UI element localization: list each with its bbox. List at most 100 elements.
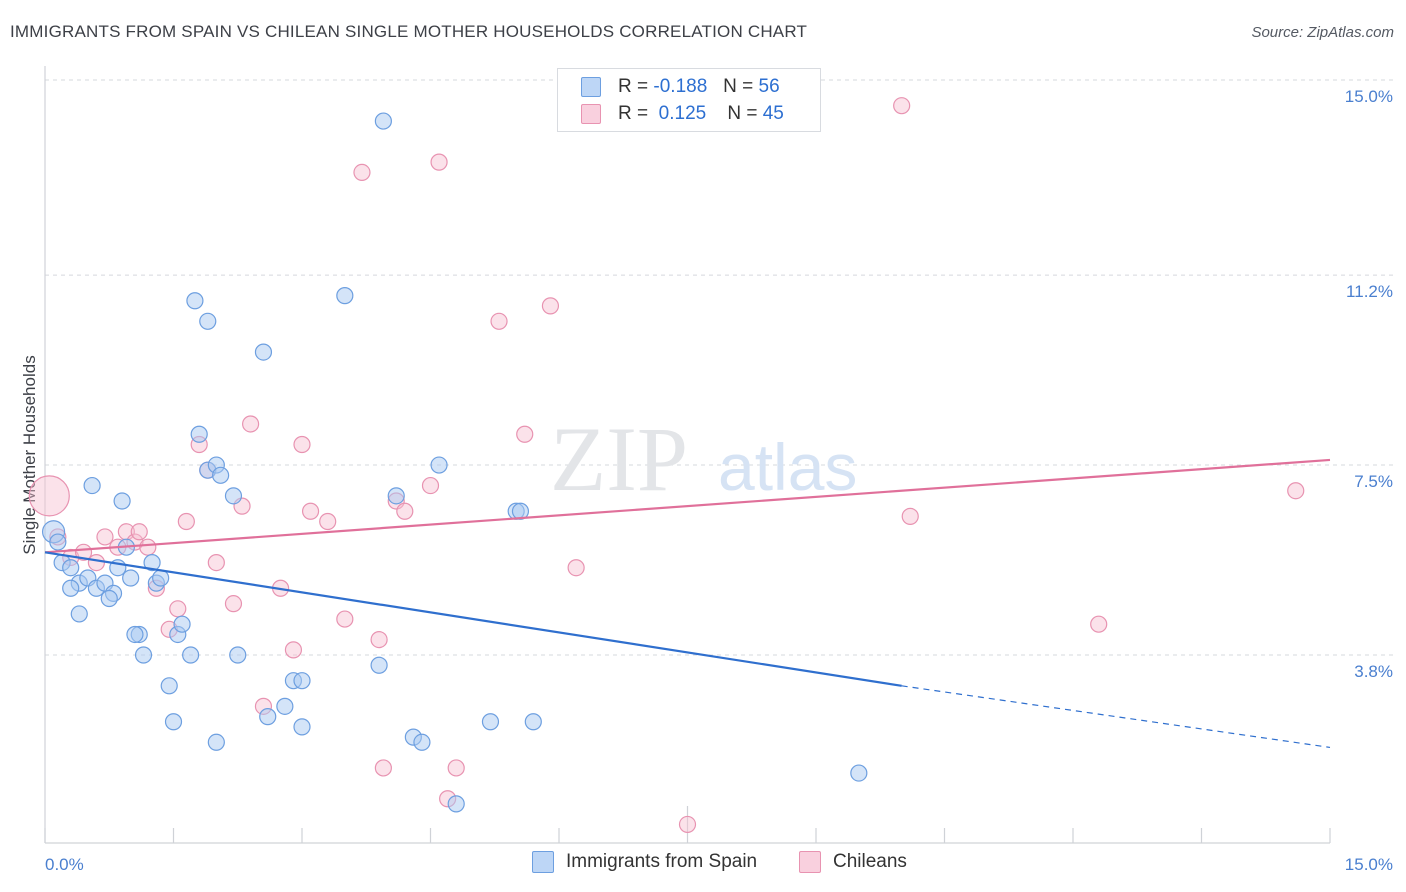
spain-point — [173, 615, 191, 633]
chileans-point — [1287, 482, 1305, 500]
x-tick-label: 0.0% — [45, 855, 84, 874]
chileans-point — [319, 512, 337, 531]
legend-row-spain: R = -0.188 N = 56 — [581, 74, 780, 100]
grid-lines — [45, 79, 1395, 656]
bottom-legend-swatch-pink — [799, 851, 821, 873]
spain-point — [374, 112, 392, 130]
spain-point — [430, 456, 448, 474]
chileans-point — [177, 512, 195, 531]
chileans-point — [396, 502, 414, 520]
legend-swatch-blue — [581, 77, 601, 97]
bottom-legend-chileans: Chileans — [799, 851, 907, 873]
chileans-point — [96, 528, 114, 546]
chileans-point — [421, 476, 440, 495]
spain-point — [126, 625, 144, 644]
chileans-point — [541, 297, 560, 315]
chileans-point — [901, 507, 919, 525]
chileans-point — [28, 475, 70, 517]
spain-point — [49, 533, 67, 551]
spain-point — [224, 487, 243, 505]
legend-r-label: R = — [618, 103, 649, 124]
spain-point — [447, 795, 465, 813]
legend-n-label: N = — [727, 103, 758, 124]
legend-n-value: 56 — [758, 76, 780, 97]
spain-point — [293, 718, 311, 736]
spain-point — [62, 559, 80, 577]
spain-point — [481, 713, 500, 731]
spain-point — [83, 476, 101, 495]
spain-point — [850, 764, 868, 782]
watermark-atlas: atlas — [718, 430, 857, 504]
axes — [44, 66, 1331, 844]
spain-point — [207, 733, 225, 751]
spain-point — [293, 672, 311, 690]
legend-n-value: 45 — [762, 103, 784, 124]
chileans-point — [87, 553, 106, 572]
chileans-point — [242, 415, 260, 433]
chileans-point — [678, 815, 697, 834]
spain-point — [182, 646, 200, 664]
chileans-point — [430, 153, 448, 171]
y-tick-label: 3.8% — [1354, 662, 1393, 681]
bottom-legend-label-spain: Immigrants from Spain — [566, 851, 758, 872]
chileans-point — [224, 595, 243, 613]
spain-point — [413, 733, 431, 751]
spain-point — [387, 487, 405, 505]
spain-point — [524, 713, 542, 731]
bottom-legend-swatch-blue — [532, 851, 554, 873]
chileans-point — [130, 523, 148, 541]
spain-point — [370, 656, 388, 674]
y-tick-label: 7.5% — [1354, 472, 1393, 491]
legend-r-value: 0.125 — [658, 103, 707, 124]
chileans-point — [293, 435, 311, 454]
legend-r-label: R = — [618, 76, 649, 97]
chileans-point — [207, 553, 225, 572]
spain-point — [511, 502, 530, 520]
trend-lines — [44, 458, 1331, 749]
spain-point — [113, 492, 131, 510]
x-tick-labels: 0.0% 15.0% — [45, 855, 1393, 874]
chileans-point — [374, 759, 392, 777]
chileans-trend-line — [44, 458, 1331, 554]
bottom-legend-label-chileans: Chileans — [833, 851, 907, 872]
series-immigrants-from-spain — [41, 112, 868, 813]
spain-point — [134, 646, 153, 664]
chileans-point — [336, 610, 354, 628]
chileans-point — [301, 502, 320, 520]
spain-point — [152, 569, 170, 587]
spain-point — [190, 425, 208, 443]
x-tick-label: 15.0% — [1345, 855, 1393, 874]
chileans-point — [370, 630, 388, 649]
bottom-legend-spain: Immigrants from Spain — [532, 851, 757, 873]
chileans-point — [1090, 615, 1108, 633]
correlation-legend: R = -0.188 N = 56 R = 0.125 N = 45 — [557, 68, 821, 132]
source-note: Source: ZipAtlas.com — [1251, 24, 1394, 41]
watermark: ZIP atlas — [550, 408, 857, 510]
watermark-zip: ZIP — [550, 408, 688, 510]
spain-point — [186, 292, 204, 310]
y-tick-label: 11.2% — [1346, 282, 1393, 301]
legend-n-label: N = — [723, 76, 754, 97]
spain-point — [212, 466, 230, 484]
spain-trend-extension — [901, 685, 1331, 749]
spain-point — [254, 343, 273, 361]
legend-r-value: -0.188 — [653, 76, 708, 97]
series-chileans — [28, 97, 1305, 834]
spain-point — [259, 708, 277, 726]
spain-point — [164, 713, 183, 731]
spain-point — [336, 287, 354, 305]
spain-trend-line — [44, 551, 902, 687]
y-tick-label: 15.0% — [1345, 87, 1393, 106]
spain-point — [122, 569, 140, 587]
chileans-point — [139, 538, 157, 556]
y-tick-labels: 3.8% 7.5% 11.2% 15.0% — [1345, 87, 1393, 681]
chileans-point — [893, 97, 911, 115]
spain-point — [70, 605, 88, 623]
chart-title: IMMIGRANTS FROM SPAIN VS CHILEAN SINGLE … — [10, 22, 808, 41]
legend-text-spain: R = -0.188 N = 56 — [618, 76, 780, 98]
spain-point — [229, 646, 247, 664]
chileans-point — [284, 641, 303, 659]
y-axis-label: Single Mother Households — [20, 355, 39, 554]
chileans-point — [169, 600, 187, 618]
